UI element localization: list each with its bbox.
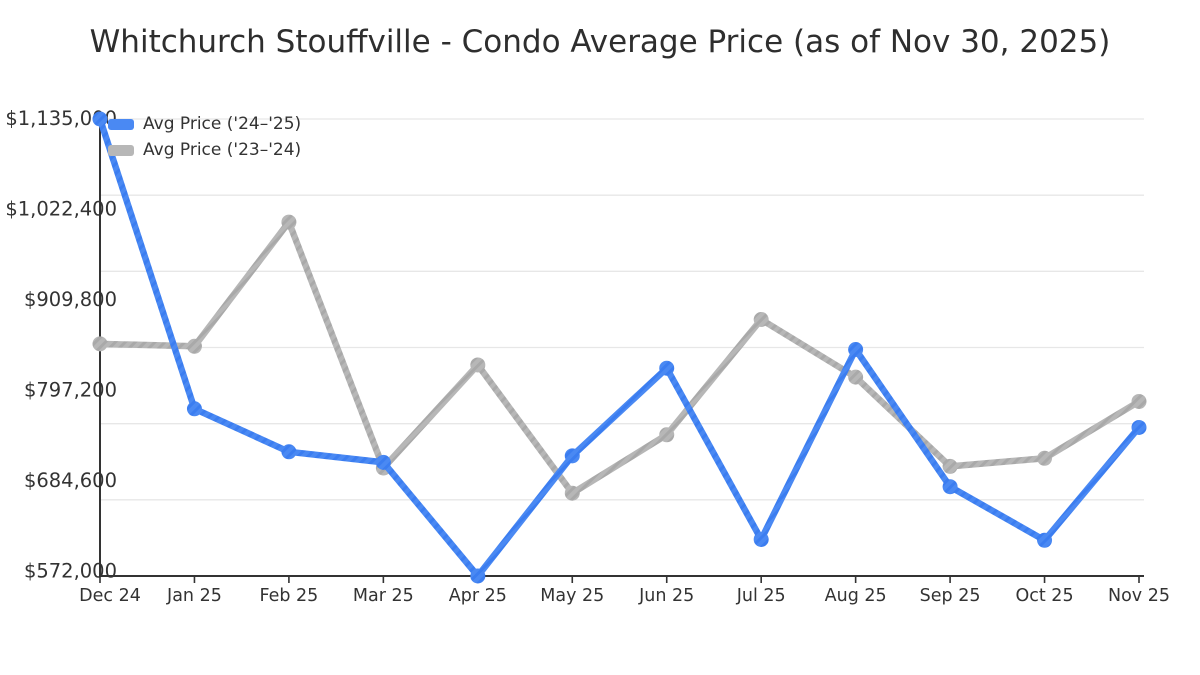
data-point xyxy=(1131,419,1147,435)
data-point xyxy=(375,454,391,470)
data-point xyxy=(1037,532,1053,548)
data-point xyxy=(186,338,202,354)
svg-text:Sep 25: Sep 25 xyxy=(920,586,981,606)
data-point xyxy=(470,568,486,584)
svg-text:Jan 25: Jan 25 xyxy=(166,586,222,606)
chart-legend: Avg Price ('24–'25) Avg Price ('23–'24) xyxy=(108,111,301,163)
legend-swatch-blue-icon xyxy=(108,118,134,130)
data-point xyxy=(281,214,297,230)
legend-label-23-24: Avg Price ('23–'24) xyxy=(143,140,302,160)
data-point xyxy=(659,427,675,443)
svg-text:Mar 25: Mar 25 xyxy=(353,586,414,606)
data-point xyxy=(564,448,580,464)
legend-label-24-25: Avg Price ('24–'25) xyxy=(143,114,302,134)
y-axis-labels: $572,000 $684,600 $797,200 $909,800 $1,022,4… xyxy=(5,107,117,583)
data-point xyxy=(942,458,958,474)
svg-text:Aug 25: Aug 25 xyxy=(825,586,887,606)
x-axis-labels: Dec 24 Jan 25 Feb 25 Mar 25 Apr 25 May 25 Jun … xyxy=(79,586,1170,606)
svg-text:Jul 25: Jul 25 xyxy=(736,586,786,606)
series-line-24-25 xyxy=(92,111,1147,584)
svg-text:May 25: May 25 xyxy=(540,586,604,606)
svg-text:$572,000: $572,000 xyxy=(24,560,117,583)
svg-text:$1,022,400: $1,022,400 xyxy=(5,197,117,220)
svg-text:Oct 25: Oct 25 xyxy=(1015,586,1073,606)
data-point xyxy=(92,336,108,352)
gridlines xyxy=(100,118,1144,501)
data-point xyxy=(942,479,958,495)
data-point xyxy=(753,531,769,547)
data-point xyxy=(470,357,486,373)
svg-text:$1,135,000: $1,135,000 xyxy=(5,107,117,130)
data-point xyxy=(186,401,202,417)
data-point xyxy=(848,369,864,385)
data-point xyxy=(659,360,675,376)
legend-item-avg-price-23-24: Avg Price ('23–'24) xyxy=(108,137,301,163)
axes xyxy=(99,119,1144,583)
data-point xyxy=(281,444,297,460)
svg-text:Jun 25: Jun 25 xyxy=(638,586,694,606)
data-point xyxy=(848,342,864,358)
svg-text:Nov 25: Nov 25 xyxy=(1108,586,1170,606)
data-point xyxy=(753,311,769,327)
svg-text:$797,200: $797,200 xyxy=(24,378,117,401)
svg-text:Feb 25: Feb 25 xyxy=(259,586,318,606)
svg-text:Dec 24: Dec 24 xyxy=(79,586,141,606)
data-point xyxy=(1131,393,1147,409)
svg-text:$909,800: $909,800 xyxy=(24,288,117,311)
legend-item-avg-price-24-25: Avg Price ('24–'25) xyxy=(108,111,301,137)
series-line-23-24 xyxy=(92,214,1147,501)
legend-swatch-gray-icon xyxy=(108,144,134,156)
data-point xyxy=(1037,450,1053,466)
chart-title: Whitchurch Stouffville - Condo Average P… xyxy=(89,24,1111,60)
svg-text:$684,600: $684,600 xyxy=(24,469,117,492)
svg-text:Apr 25: Apr 25 xyxy=(449,586,507,606)
data-point xyxy=(92,111,108,127)
data-point xyxy=(564,485,580,501)
